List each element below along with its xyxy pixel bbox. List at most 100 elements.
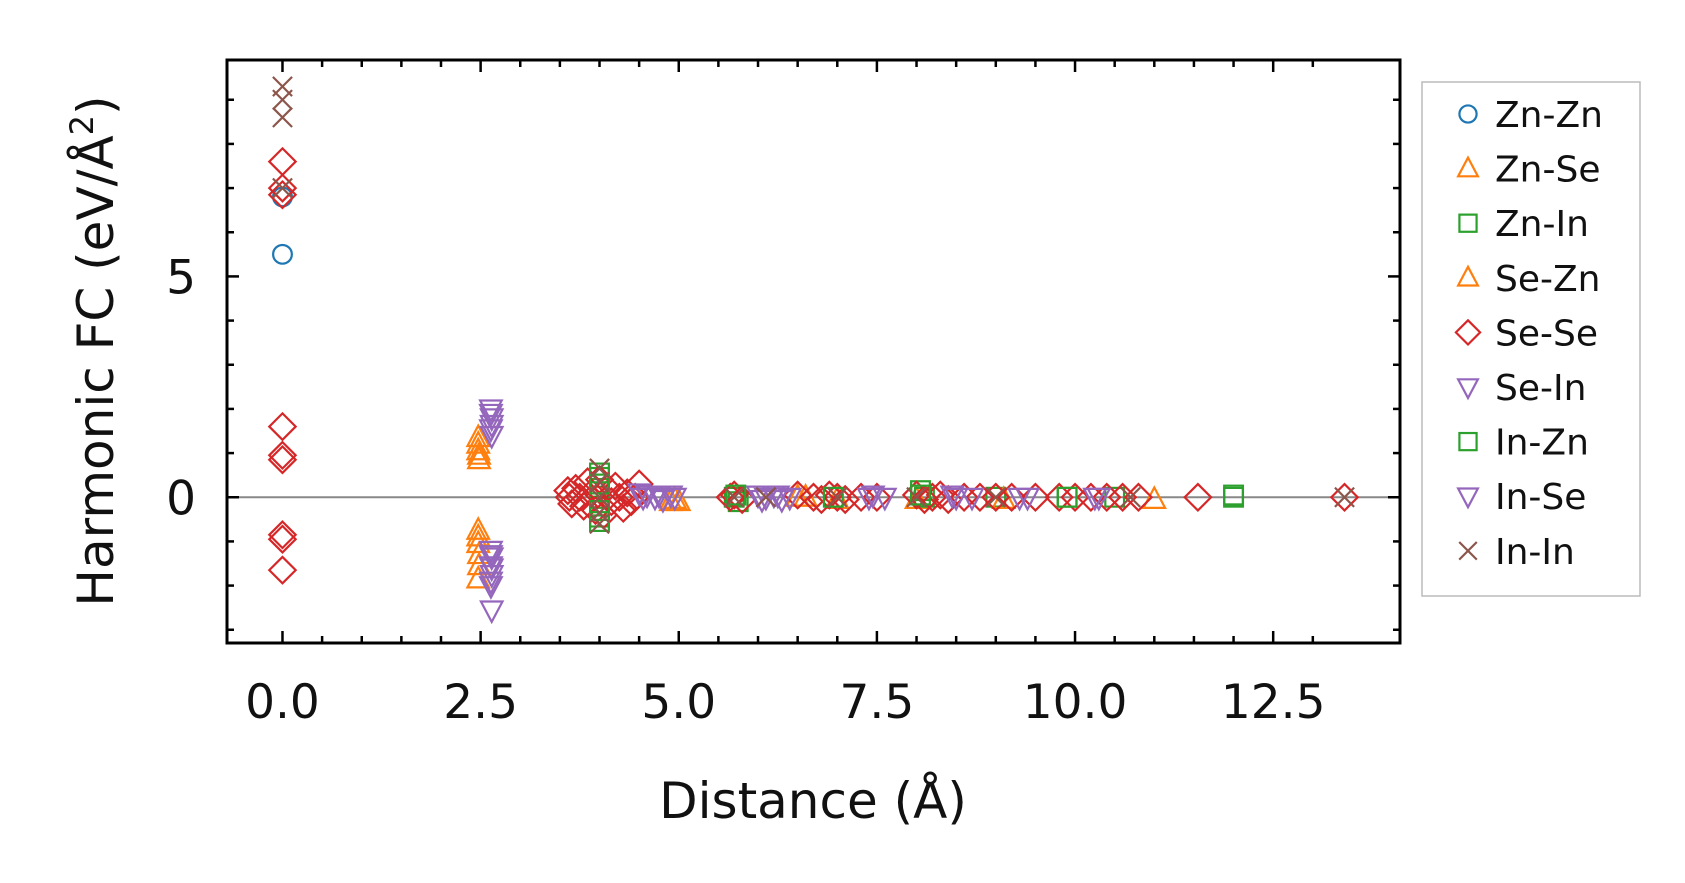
data-point xyxy=(630,487,656,512)
data-point xyxy=(965,482,995,513)
data-point xyxy=(798,482,829,513)
data-point xyxy=(272,243,293,265)
data-point xyxy=(1329,482,1360,513)
x-axis-label: Distance (Å) xyxy=(659,772,967,830)
data-point xyxy=(478,399,504,424)
data-point xyxy=(626,483,652,508)
data-point xyxy=(910,484,931,506)
x-tick-label: 0.0 xyxy=(245,675,320,730)
data-point xyxy=(1060,482,1090,513)
data-point xyxy=(589,513,610,535)
data-point xyxy=(860,485,886,510)
data-point xyxy=(479,414,505,439)
data-point xyxy=(267,146,298,177)
x-tick-label: 10.0 xyxy=(1023,675,1128,730)
y-tick-label: 0 xyxy=(166,471,196,526)
data-point xyxy=(646,485,672,510)
data-point xyxy=(589,471,610,493)
data-point xyxy=(1091,482,1122,513)
data-point xyxy=(1056,486,1078,508)
legend-marker xyxy=(1456,155,1480,178)
legend-item: In-In xyxy=(1458,532,1575,573)
data-point xyxy=(267,440,298,471)
legend-marker xyxy=(1456,487,1480,510)
legend-marker xyxy=(1456,264,1480,287)
data-point xyxy=(267,555,298,585)
data-point xyxy=(939,485,965,510)
data-point xyxy=(466,445,492,470)
legend-item: Se-Se xyxy=(1454,313,1598,354)
data-point xyxy=(267,524,298,554)
data-point xyxy=(465,516,491,540)
data-point xyxy=(1120,486,1141,508)
data-point xyxy=(925,480,956,510)
data-point xyxy=(624,469,654,499)
data-point xyxy=(608,493,639,524)
data-point xyxy=(822,486,844,508)
legend-label: In-In xyxy=(1495,532,1575,573)
data-point xyxy=(1107,482,1138,513)
data-point xyxy=(906,486,927,508)
y-tick-label: 5 xyxy=(166,250,196,305)
data-point xyxy=(959,487,985,512)
legend-frame xyxy=(1421,81,1641,597)
data-point xyxy=(1223,484,1245,506)
data-point xyxy=(749,489,775,514)
series-in-se xyxy=(478,403,1108,596)
data-point xyxy=(1183,482,1213,513)
data-points xyxy=(267,76,1360,625)
data-point xyxy=(981,482,1011,513)
x-tick-label: 2.5 xyxy=(443,675,518,730)
data-point xyxy=(466,440,492,465)
data-point xyxy=(272,107,293,128)
data-point xyxy=(846,482,876,513)
data-point xyxy=(479,558,505,583)
x-tick-label: 12.5 xyxy=(1221,675,1326,730)
data-point xyxy=(862,482,892,513)
data-point xyxy=(777,487,803,512)
data-point xyxy=(465,429,491,454)
legend-label: Zn-Se xyxy=(1495,150,1600,191)
data-point xyxy=(1014,487,1041,512)
data-point xyxy=(1334,486,1355,508)
legend-label: In-Zn xyxy=(1495,423,1589,464)
legend-item: Zn-In xyxy=(1458,204,1589,245)
legend-marker xyxy=(1456,378,1480,401)
x-tick-label: 5.0 xyxy=(641,675,716,730)
data-point xyxy=(465,436,491,461)
data-point xyxy=(814,480,845,510)
series-in-in xyxy=(272,76,1355,535)
data-point xyxy=(1044,482,1074,513)
data-point xyxy=(267,173,298,203)
data-point xyxy=(589,502,610,524)
legend-marker xyxy=(1458,213,1478,233)
y-axis-label-sup: 2 xyxy=(63,115,101,135)
data-point xyxy=(478,545,504,570)
data-point xyxy=(806,484,837,515)
data-point xyxy=(479,600,505,625)
data-point xyxy=(856,487,882,512)
data-point xyxy=(755,486,777,508)
data-point xyxy=(996,482,1027,513)
data-point xyxy=(479,425,505,450)
data-point xyxy=(826,486,848,508)
data-point xyxy=(478,540,504,565)
data-point xyxy=(589,473,610,495)
legend-marker xyxy=(1458,104,1478,124)
data-point xyxy=(267,179,298,210)
data-point xyxy=(933,484,963,515)
data-point xyxy=(267,520,298,550)
data-point xyxy=(753,487,779,512)
data-point xyxy=(1076,482,1106,513)
data-point xyxy=(723,486,745,508)
legend-label: Zn-Zn xyxy=(1495,95,1603,136)
data-point xyxy=(725,484,747,506)
legend-label: Zn-In xyxy=(1495,204,1589,245)
data-point xyxy=(272,177,293,199)
legend-marker xyxy=(1458,431,1478,452)
x-tick-label: 7.5 xyxy=(840,675,915,730)
data-point xyxy=(267,411,298,442)
data-point xyxy=(949,482,979,513)
legend-item: In-Zn xyxy=(1458,423,1589,464)
